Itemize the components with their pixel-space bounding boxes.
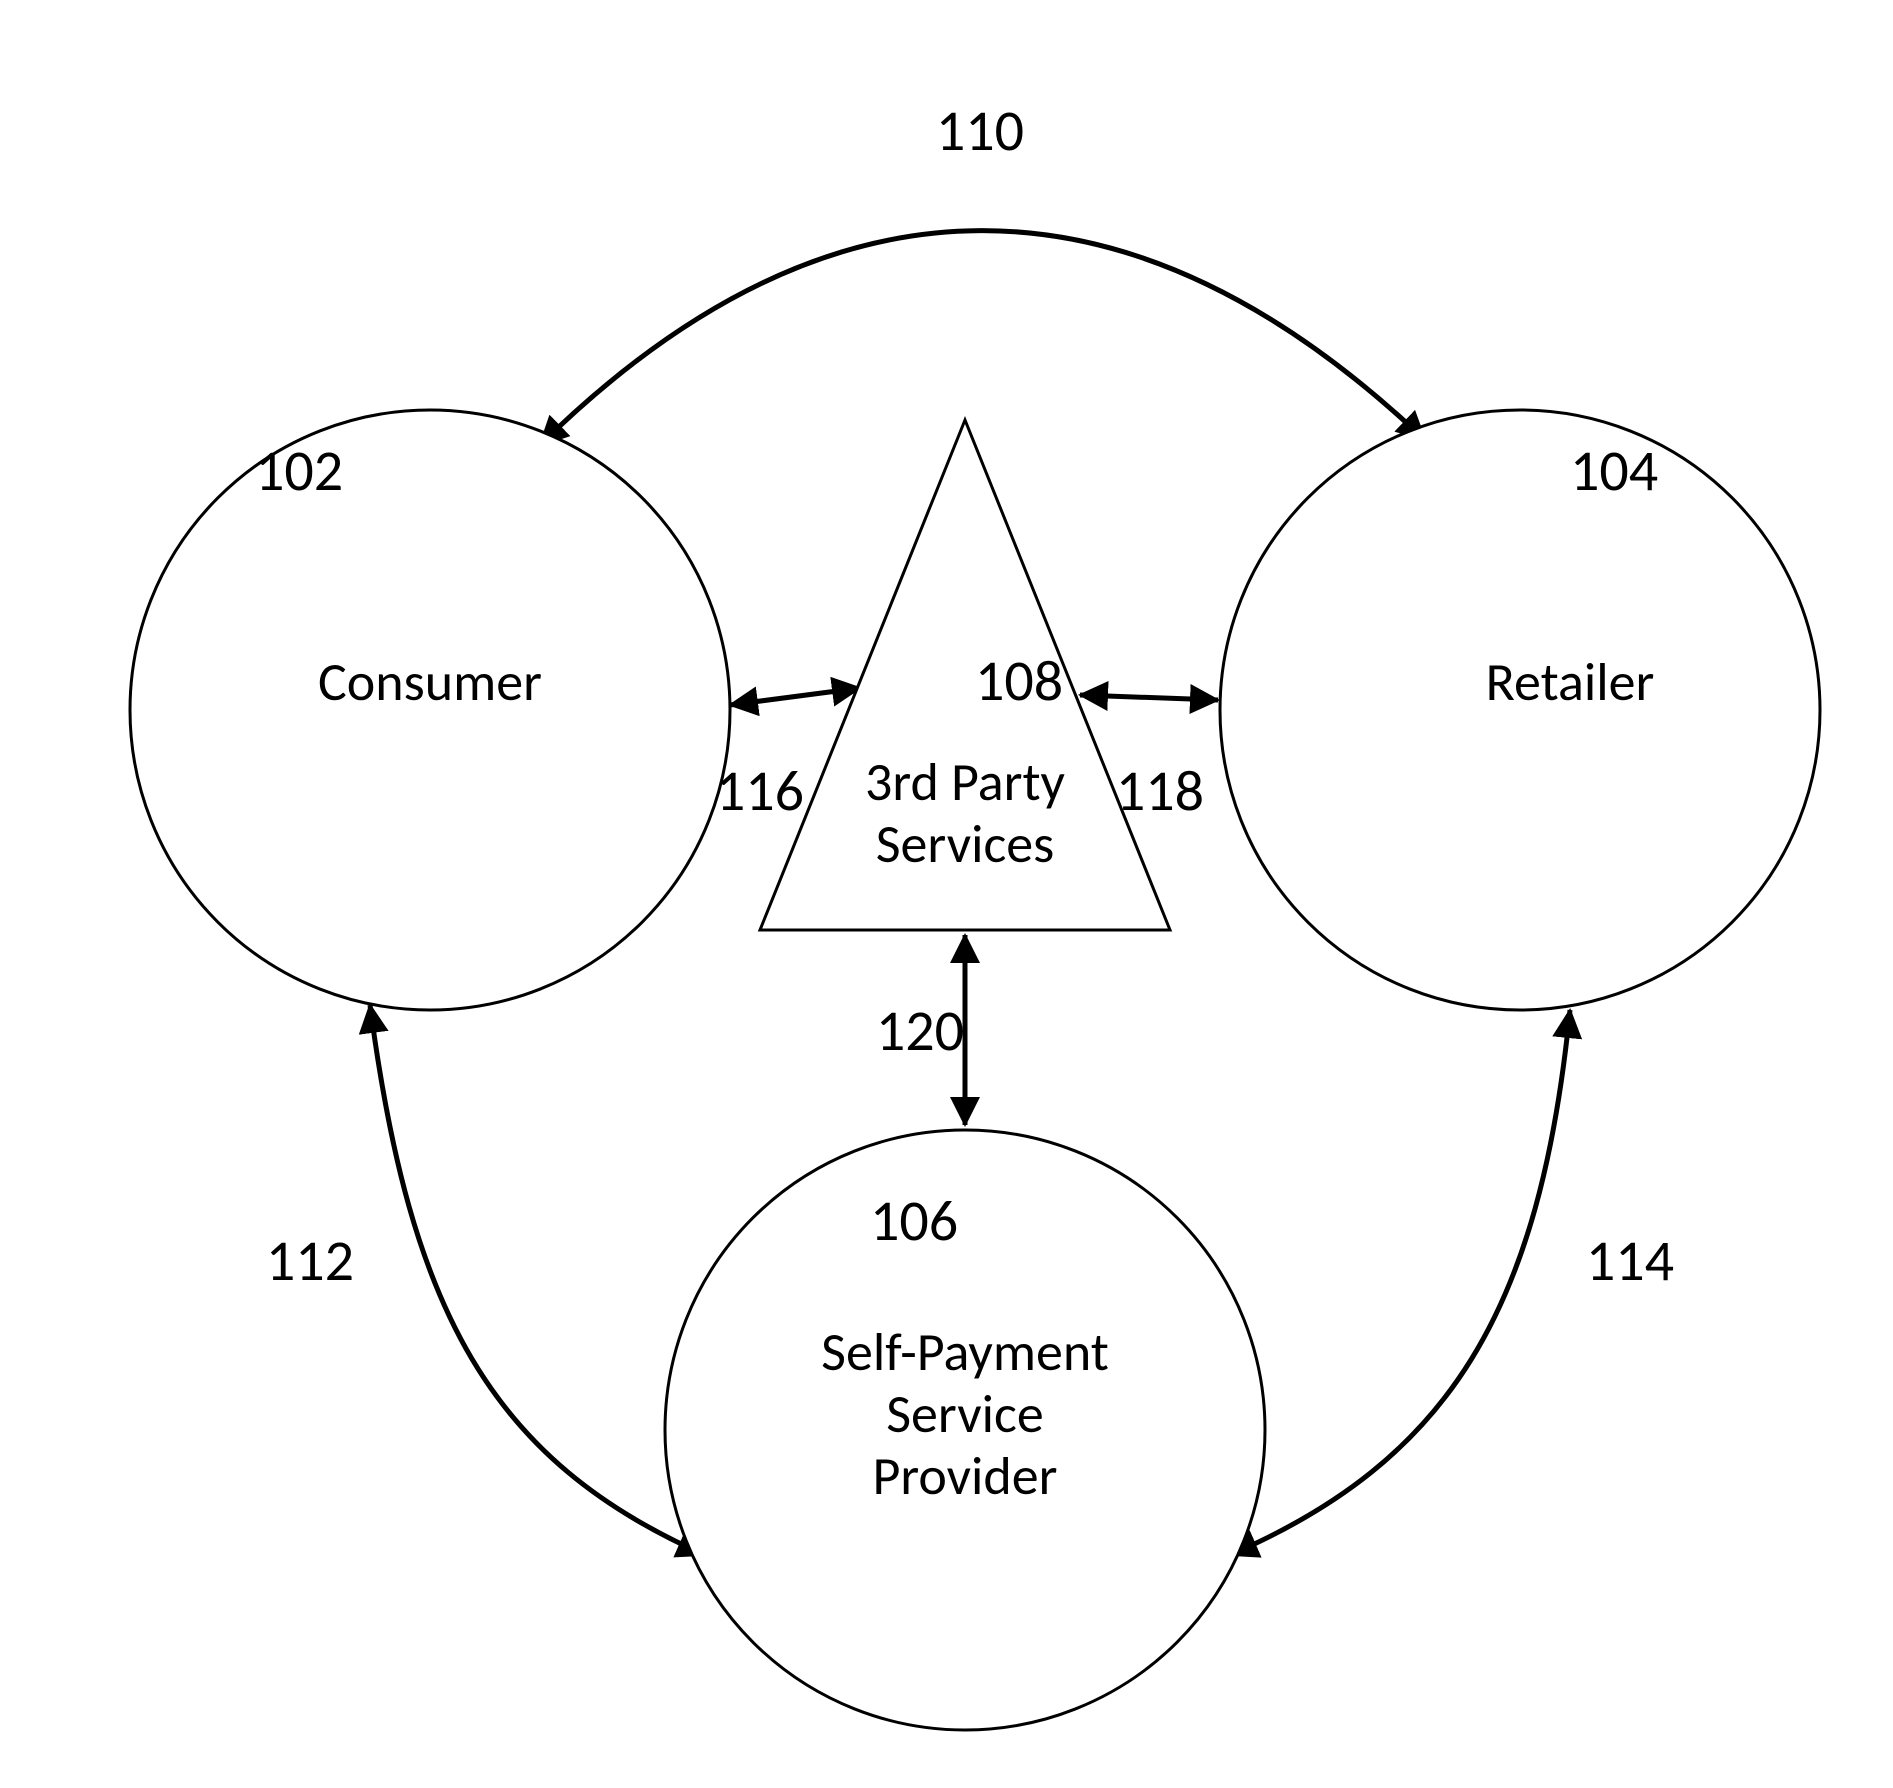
edge-e116 bbox=[730, 688, 860, 705]
edge-ref-e116: 116 bbox=[716, 755, 804, 826]
edge-ref-e120: 120 bbox=[876, 995, 964, 1066]
network-diagram: 110 112 114 116 118 120 102 Consumer 104 Retailer… bbox=[0, 0, 1893, 1788]
edge-ref-e110: 110 bbox=[936, 95, 1024, 166]
node-label-retailer: Retailer bbox=[1486, 649, 1655, 715]
edge-ref-e112: 112 bbox=[266, 1225, 354, 1296]
node-label-thirdparty: 3rd PartyServices bbox=[865, 749, 1066, 877]
edge-ref-e114: 114 bbox=[1586, 1225, 1674, 1296]
edge-e114 bbox=[1230, 1010, 1570, 1555]
edge-e118 bbox=[1080, 695, 1218, 700]
node-ref-consumer: 102 bbox=[255, 435, 343, 506]
node-ref-provider: 106 bbox=[870, 1185, 958, 1256]
edge-e110 bbox=[540, 231, 1425, 445]
edge-e112 bbox=[370, 1005, 705, 1555]
edge-ref-e118: 118 bbox=[1116, 755, 1204, 826]
node-ref-thirdparty: 108 bbox=[975, 645, 1063, 716]
node-label-consumer: Consumer bbox=[318, 649, 542, 715]
node-ref-retailer: 104 bbox=[1570, 435, 1658, 506]
